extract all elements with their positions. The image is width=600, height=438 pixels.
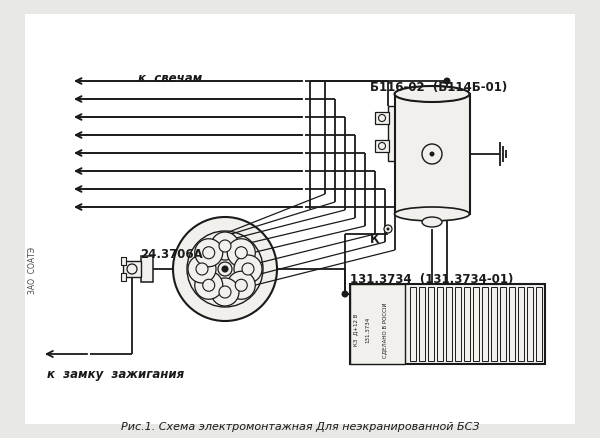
Text: 131.3734  (131.3734-01): 131.3734 (131.3734-01): [350, 272, 514, 285]
Circle shape: [379, 115, 386, 122]
Ellipse shape: [395, 87, 470, 103]
Bar: [437, 287, 443, 361]
Circle shape: [235, 279, 247, 292]
Bar: [141, 256, 153, 283]
Circle shape: [222, 266, 228, 272]
Bar: [464, 287, 470, 361]
Circle shape: [235, 247, 247, 259]
Circle shape: [219, 286, 231, 298]
Ellipse shape: [422, 218, 442, 227]
Text: Б116-02  (Б114Б-01): Б116-02 (Б114Б-01): [370, 81, 507, 94]
Bar: [500, 287, 506, 361]
Circle shape: [341, 291, 349, 298]
Text: 131.3734: 131.3734: [365, 316, 371, 343]
Circle shape: [211, 279, 239, 306]
Bar: [482, 287, 488, 361]
Circle shape: [422, 145, 442, 165]
Bar: [509, 287, 515, 361]
Bar: [121, 258, 126, 265]
Bar: [350, 284, 545, 364]
Circle shape: [196, 263, 208, 276]
Bar: [446, 287, 452, 361]
Circle shape: [386, 228, 389, 231]
Circle shape: [430, 152, 434, 157]
Circle shape: [218, 262, 232, 276]
Bar: [388, 107, 396, 162]
Text: ЗАО  СОАТЭ: ЗАО СОАТЭ: [28, 246, 37, 293]
Circle shape: [188, 255, 216, 283]
Circle shape: [379, 143, 386, 150]
Text: КЗ  Д+12 В: КЗ Д+12 В: [353, 313, 359, 346]
Bar: [428, 287, 434, 361]
Text: к  свечам: к свечам: [138, 72, 202, 85]
Ellipse shape: [395, 208, 470, 222]
Circle shape: [227, 272, 255, 300]
Bar: [518, 287, 524, 361]
Text: СДЕЛАНО В РОССIИ: СДЕЛАНО В РОССIИ: [383, 301, 388, 357]
Circle shape: [219, 240, 231, 252]
Bar: [527, 287, 533, 361]
Circle shape: [127, 265, 137, 274]
Text: К: К: [370, 233, 380, 245]
Circle shape: [234, 255, 262, 283]
Bar: [375, 141, 389, 153]
Circle shape: [187, 231, 263, 307]
Bar: [473, 287, 479, 361]
Circle shape: [173, 218, 277, 321]
Bar: [395, 95, 470, 215]
Bar: [419, 287, 425, 361]
Circle shape: [195, 272, 223, 300]
Text: к  замку  зажигания: к замку зажигания: [47, 367, 184, 380]
Bar: [491, 287, 497, 361]
Bar: [123, 261, 141, 277]
Circle shape: [195, 239, 223, 267]
Circle shape: [443, 78, 451, 85]
Text: 24.3706А: 24.3706А: [140, 247, 203, 261]
Circle shape: [211, 233, 239, 261]
Bar: [375, 113, 389, 125]
Circle shape: [242, 263, 254, 276]
Bar: [350, 284, 405, 364]
Bar: [410, 287, 416, 361]
Bar: [455, 287, 461, 361]
Text: Рис.1. Схема электромонтажная Для неэкранированной БСЗ: Рис.1. Схема электромонтажная Для неэкра…: [121, 421, 479, 431]
Circle shape: [384, 226, 392, 233]
Circle shape: [203, 247, 215, 259]
Bar: [536, 287, 542, 361]
Bar: [121, 273, 126, 281]
Circle shape: [227, 239, 255, 267]
Circle shape: [203, 279, 215, 292]
